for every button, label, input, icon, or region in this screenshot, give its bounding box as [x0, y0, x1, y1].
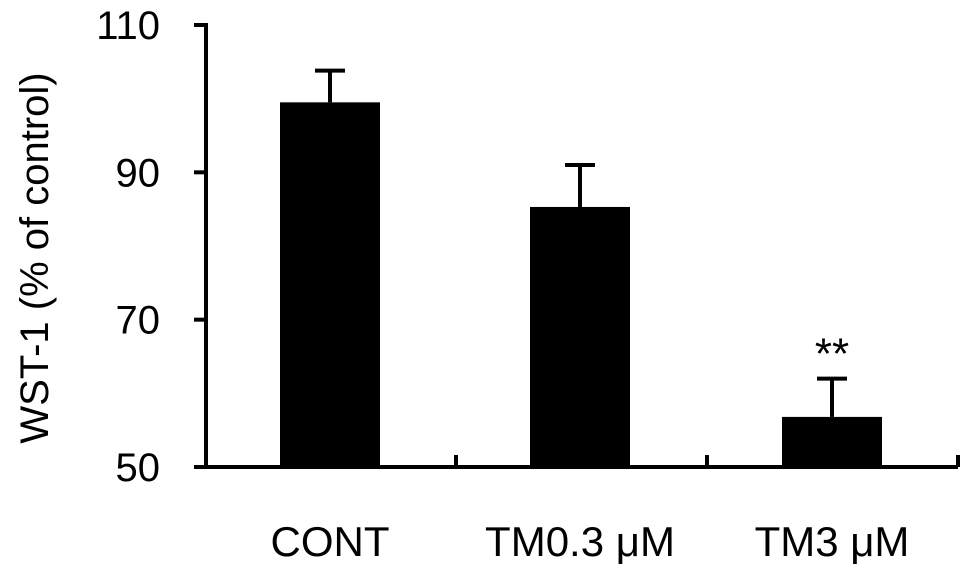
y-tick-label: 70	[116, 299, 161, 343]
y-tick-label: 110	[96, 4, 160, 48]
x-tick-label: TM0.3 μM	[485, 518, 675, 565]
x-tick-label: CONT	[271, 518, 390, 565]
bar	[782, 416, 882, 467]
y-axis-label: WST-1 (% of control)	[13, 72, 57, 443]
y-tick-label: 50	[116, 446, 161, 490]
bar	[280, 102, 380, 467]
x-tick-label: TM3 μM	[755, 518, 910, 565]
bar	[530, 206, 630, 467]
significance-annotation: **	[815, 330, 849, 379]
y-tick-label: 90	[116, 151, 161, 195]
